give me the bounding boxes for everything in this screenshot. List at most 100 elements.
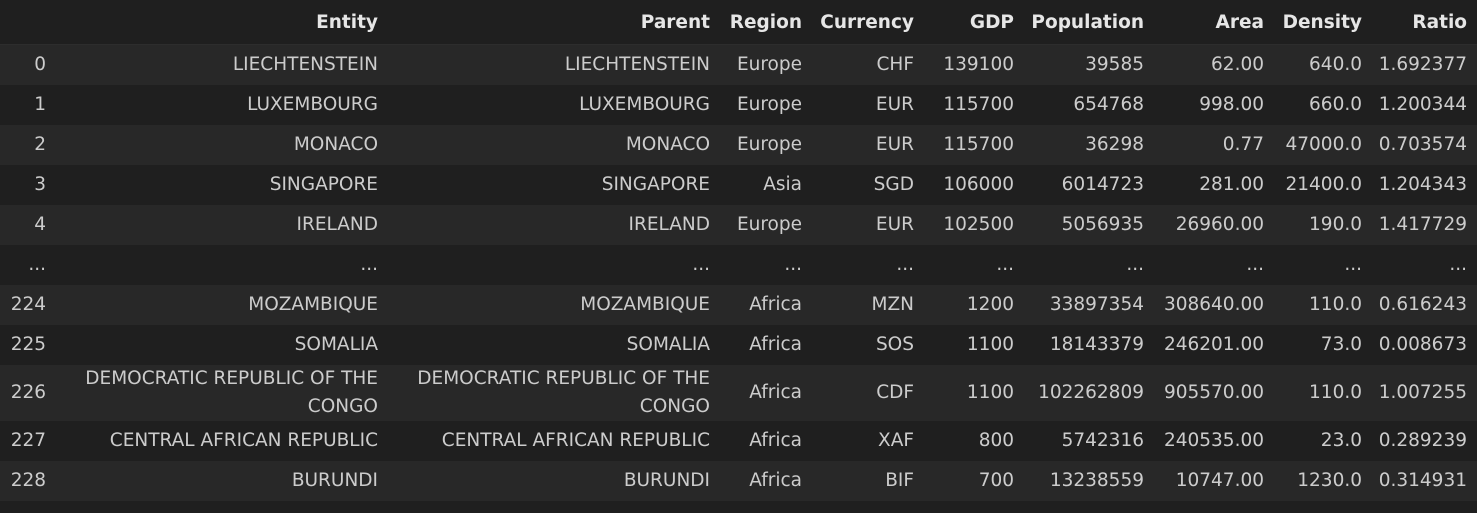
cell-region: Africa [720,284,812,325]
cell-population: 6014723 [1024,164,1154,205]
cell-parent: LIECHTENSTEIN [388,44,720,85]
cell-entity: LUXEMBOURG [56,84,388,125]
cell-gdp: 800 [924,420,1024,461]
cell-density: 73.0 [1274,324,1372,365]
cell-region: Africa [720,324,812,365]
column-header-entity: Entity [56,0,388,45]
table-row: 226 DEMOCRATIC REPUBLIC OF THE CONGO DEM… [0,364,1477,421]
cell-currency: SOS [812,324,924,365]
row-index: 4 [0,204,56,245]
cell-currency: SGD [812,164,924,205]
table-row: 227 CENTRAL AFRICAN REPUBLIC CENTRAL AFR… [0,420,1477,461]
cell-entity: DEMOCRATIC REPUBLIC OF THE CONGO [56,364,388,421]
column-header-region: Region [720,0,812,45]
cell-parent: MOZAMBIQUE [388,284,720,325]
cell-gdp: 1100 [924,324,1024,365]
cell-ratio: 0.008673 [1372,324,1477,365]
cell-ratio: 1.200344 [1372,84,1477,125]
cell-population: 39585 [1024,44,1154,85]
cell-density: 1230.0 [1274,460,1372,501]
cell-gdp: 115700 [924,84,1024,125]
cell-parent: ... [388,244,720,285]
cell-area: 62.00 [1154,44,1274,85]
column-header-density: Density [1274,0,1372,45]
cell-gdp: 1100 [924,364,1024,421]
cell-currency: XAF [812,420,924,461]
cell-density: 660.0 [1274,84,1372,125]
column-header-parent: Parent [388,0,720,45]
row-index: 225 [0,324,56,365]
cell-density: 190.0 [1274,204,1372,245]
cell-area: 240535.00 [1154,420,1274,461]
row-index: 1 [0,84,56,125]
cell-area: 308640.00 [1154,284,1274,325]
cell-parent: IRELAND [388,204,720,245]
cell-gdp: 700 [924,460,1024,501]
cell-currency: CHF [812,44,924,85]
table-row: 1 LUXEMBOURG LUXEMBOURG Europe EUR 11570… [0,84,1477,125]
cell-parent: MONACO [388,124,720,165]
cell-ratio: 1.417729 [1372,204,1477,245]
row-index: ... [0,244,56,285]
column-header-gdp: GDP [924,0,1024,45]
cell-area: 998.00 [1154,84,1274,125]
cell-area: 905570.00 [1154,364,1274,421]
row-index: 227 [0,420,56,461]
cell-entity: CENTRAL AFRICAN REPUBLIC [56,420,388,461]
row-index: 226 [0,364,56,421]
cell-parent: BURUNDI [388,460,720,501]
cell-parent: DEMOCRATIC REPUBLIC OF THE CONGO [388,364,720,421]
cell-gdp: 1200 [924,284,1024,325]
cell-population: 36298 [1024,124,1154,165]
cell-population: 102262809 [1024,364,1154,421]
ellipsis-row: ... ... ... ... ... ... ... ... ... ... [0,244,1477,285]
cell-population: 5742316 [1024,420,1154,461]
cell-region: Europe [720,204,812,245]
column-header-population: Population [1024,0,1154,45]
cell-ratio: 0.289239 [1372,420,1477,461]
cell-density: ... [1274,244,1372,285]
row-index: 228 [0,460,56,501]
cell-currency: EUR [812,84,924,125]
cell-gdp: 106000 [924,164,1024,205]
cell-area: 26960.00 [1154,204,1274,245]
cell-parent: LUXEMBOURG [388,84,720,125]
header-row: Entity Parent Region Currency GDP Popula… [0,0,1477,45]
cell-area: 281.00 [1154,164,1274,205]
index-header [0,0,56,45]
cell-entity: ... [56,244,388,285]
cell-currency: MZN [812,284,924,325]
cell-region: Europe [720,84,812,125]
table-row: 224 MOZAMBIQUE MOZAMBIQUE Africa MZN 120… [0,284,1477,325]
table-row: 4 IRELAND IRELAND Europe EUR 102500 5056… [0,204,1477,245]
cell-currency: BIF [812,460,924,501]
row-index: 0 [0,44,56,85]
cell-area: 10747.00 [1154,460,1274,501]
table-row: 225 SOMALIA SOMALIA Africa SOS 1100 1814… [0,324,1477,365]
cell-ratio: 0.616243 [1372,284,1477,325]
cell-population: 18143379 [1024,324,1154,365]
cell-gdp: ... [924,244,1024,285]
cell-entity: LIECHTENSTEIN [56,44,388,85]
cell-entity: MOZAMBIQUE [56,284,388,325]
table-body: 0 LIECHTENSTEIN LIECHTENSTEIN Europe CHF… [0,44,1477,501]
cell-currency: ... [812,244,924,285]
cell-region: ... [720,244,812,285]
cell-region: Asia [720,164,812,205]
cell-area: 246201.00 [1154,324,1274,365]
cell-ratio: 1.692377 [1372,44,1477,85]
cell-gdp: 115700 [924,124,1024,165]
cell-region: Africa [720,420,812,461]
cell-population: 13238559 [1024,460,1154,501]
table-row: 0 LIECHTENSTEIN LIECHTENSTEIN Europe CHF… [0,44,1477,85]
cell-density: 21400.0 [1274,164,1372,205]
cell-density: 640.0 [1274,44,1372,85]
row-index: 224 [0,284,56,325]
dataframe-table: Entity Parent Region Currency GDP Popula… [0,0,1477,501]
cell-ratio: 0.703574 [1372,124,1477,165]
cell-region: Africa [720,460,812,501]
cell-entity: SINGAPORE [56,164,388,205]
cell-ratio: 0.314931 [1372,460,1477,501]
cell-gdp: 102500 [924,204,1024,245]
column-header-currency: Currency [812,0,924,45]
